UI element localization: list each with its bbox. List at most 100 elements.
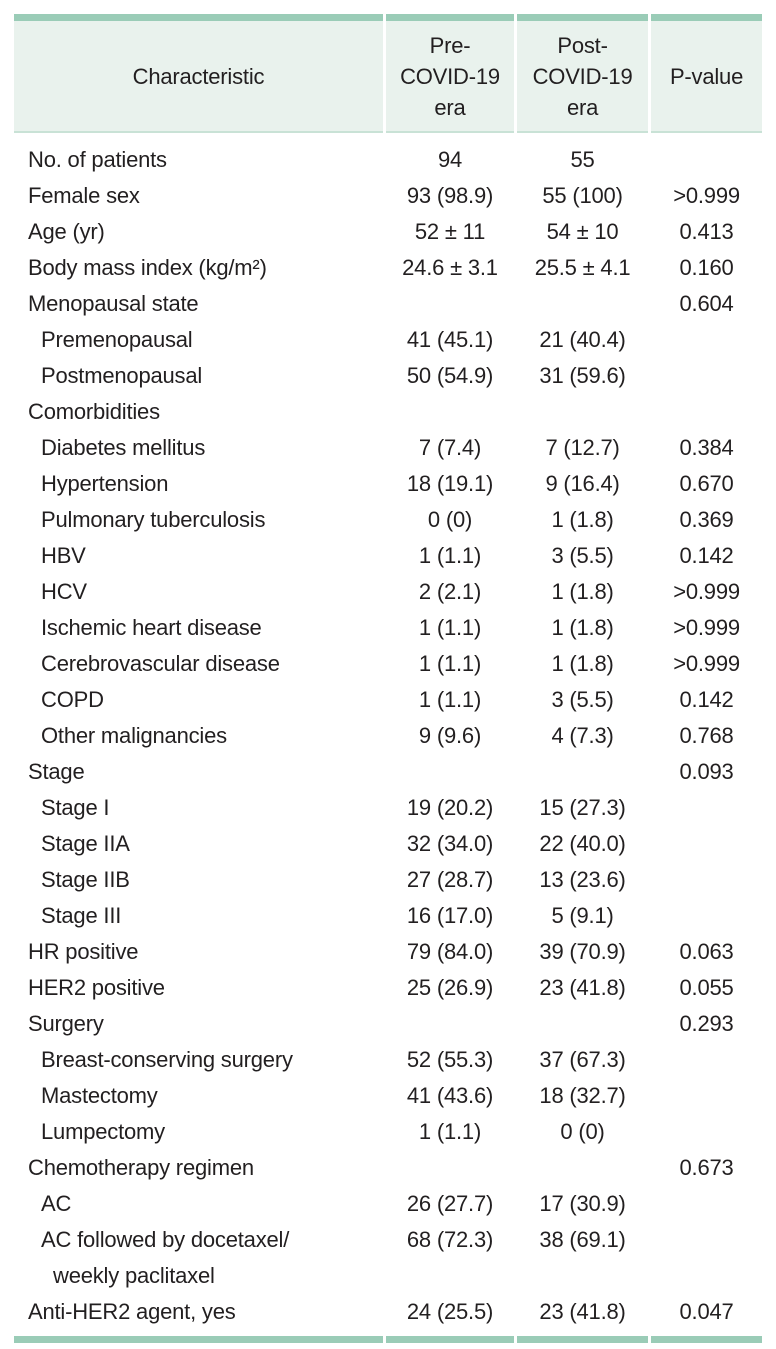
p-value-cell bbox=[651, 1186, 762, 1222]
table-row: COPD 1 (1.1) 3 (5.5) 0.142 bbox=[14, 682, 762, 718]
table-row: Stage III 16 (17.0) 5 (9.1) bbox=[14, 898, 762, 934]
col-header-pre-covid-era: Pre- COVID-19 era bbox=[385, 14, 515, 133]
table-row: Stage 0.093 bbox=[14, 754, 762, 790]
row-label-cell: Comorbidities bbox=[14, 394, 383, 430]
p-value-cell: 0.384 bbox=[679, 435, 734, 460]
p-value-cell bbox=[651, 322, 762, 358]
p-value-cell bbox=[651, 394, 762, 430]
post-covid-value-cell bbox=[517, 394, 648, 430]
pre-covid-value-cell: 24.6 ± 3.1 bbox=[402, 255, 498, 280]
pre-covid-value-cell: 0 (0) bbox=[427, 507, 473, 532]
col-header-post-covid-era: Post- COVID-19 era bbox=[517, 14, 649, 133]
row-label: Anti-HER2 agent, yes bbox=[28, 1299, 236, 1324]
post-covid-value-cell: 31 (59.6) bbox=[539, 363, 626, 388]
row-label-cell: No. of patients bbox=[14, 133, 383, 178]
row-label: Comorbidities bbox=[28, 399, 160, 424]
table-row: Cerebrovascular disease 1 (1.1) 1 (1.8) >0.… bbox=[14, 646, 762, 682]
table-row: Stage IIB 27 (28.7) 13 (23.6) bbox=[14, 862, 762, 898]
p-value-cell bbox=[651, 1078, 762, 1114]
row-label: Stage III bbox=[41, 903, 122, 928]
post-covid-value-cell: 23 (41.8) bbox=[517, 1294, 649, 1343]
table-row: Anti-HER2 agent, yes 24 (25.5) 23 (41.8) 0.… bbox=[14, 1294, 762, 1343]
pre-covid-value-cell: 52 (55.3) bbox=[406, 1047, 494, 1072]
p-value-cell: >0.999 bbox=[673, 651, 740, 676]
post-covid-value-cell bbox=[517, 286, 648, 322]
row-label-cell: Diabetes mellitus bbox=[14, 430, 383, 466]
p-value-cell: >0.999 bbox=[673, 183, 740, 208]
p-value-cell bbox=[651, 862, 762, 898]
col-header-p-value: P-value bbox=[651, 14, 762, 133]
row-label: Stage IIB bbox=[41, 867, 130, 892]
pre-covid-value-cell: 2 (2.1) bbox=[418, 579, 482, 604]
row-label: Mastectomy bbox=[41, 1083, 158, 1108]
pre-covid-value-cell: 41 (45.1) bbox=[406, 327, 494, 352]
row-label-cell: Anti-HER2 agent, yes bbox=[14, 1294, 383, 1343]
post-covid-value-cell: 21 (40.4) bbox=[539, 327, 626, 352]
row-label: HR positive bbox=[28, 939, 139, 964]
table-row: Hypertension 18 (19.1) 9 (16.4) 0.670 bbox=[14, 466, 762, 502]
pre-covid-value-cell: 25 (26.9) bbox=[406, 975, 494, 1000]
row-label: No. of patients bbox=[28, 147, 167, 172]
p-value-cell: 0.670 bbox=[679, 471, 734, 496]
pre-covid-value-cell: 1 (1.1) bbox=[418, 615, 482, 640]
table-row: Surgery 0.293 bbox=[14, 1006, 762, 1042]
table-row: HBV 1 (1.1) 3 (5.5) 0.142 bbox=[14, 538, 762, 574]
post-covid-value-cell: 17 (30.9) bbox=[539, 1191, 626, 1216]
col-header-characteristic: Characteristic bbox=[14, 14, 383, 133]
table-row: Mastectomy 41 (43.6) 18 (32.7) bbox=[14, 1078, 762, 1114]
row-label-cell: Stage bbox=[14, 754, 383, 790]
row-label-cell: Hypertension bbox=[14, 466, 383, 502]
row-label: Postmenopausal bbox=[41, 363, 203, 388]
post-covid-value-cell: 55 bbox=[570, 147, 595, 172]
row-label: Stage I bbox=[41, 795, 110, 820]
p-value-cell bbox=[651, 358, 762, 394]
post-covid-value-cell bbox=[517, 754, 648, 790]
pre-covid-value-cell: 1 (1.1) bbox=[418, 687, 482, 712]
pre-covid-value-cell bbox=[386, 1150, 514, 1186]
row-label: COPD bbox=[41, 687, 104, 712]
row-label: Breast-conserving surgery bbox=[41, 1047, 293, 1072]
post-covid-value-cell: 18 (32.7) bbox=[539, 1083, 626, 1108]
p-value-cell: 0.413 bbox=[679, 219, 734, 244]
p-value-cell: 0.142 bbox=[679, 687, 734, 712]
row-label-cell: Body mass index (kg/m²) bbox=[14, 250, 383, 286]
table-row: Lumpectomy 1 (1.1) 0 (0) bbox=[14, 1114, 762, 1150]
post-covid-value-cell: 39 (70.9) bbox=[539, 939, 626, 964]
p-value-cell: 0.055 bbox=[679, 975, 734, 1000]
row-label-cell: Other malignancies bbox=[14, 718, 383, 754]
row-label: HER2 positive bbox=[28, 975, 165, 1000]
table-row: Stage I 19 (20.2) 15 (27.3) bbox=[14, 790, 762, 826]
p-value-cell: 0.768 bbox=[679, 723, 734, 748]
post-covid-value-cell: 13 (23.6) bbox=[539, 867, 626, 892]
row-label-cell: Age (yr) bbox=[14, 214, 383, 250]
table-body: No. of patients 94 55 Female sex 93 (98.9) 55… bbox=[14, 133, 762, 1343]
pre-covid-value-cell: 26 (27.7) bbox=[406, 1191, 494, 1216]
post-covid-value-cell: 9 (16.4) bbox=[545, 471, 620, 496]
p-value-cell: 0.093 bbox=[679, 759, 734, 784]
pre-covid-value-cell: 50 (54.9) bbox=[406, 363, 494, 388]
p-value-cell: 0.369 bbox=[679, 507, 734, 532]
row-label: Age (yr) bbox=[28, 219, 105, 244]
table-row: Stage IIA 32 (34.0) 22 (40.0) bbox=[14, 826, 762, 862]
row-label-cell: COPD bbox=[14, 682, 383, 718]
row-label-cell: Stage I bbox=[14, 790, 383, 826]
post-covid-value-cell: 25.5 ± 4.1 bbox=[534, 255, 631, 280]
p-value-cell bbox=[651, 898, 762, 934]
pre-covid-value-cell: 27 (28.7) bbox=[406, 867, 494, 892]
post-covid-value-cell: 3 (5.5) bbox=[551, 687, 614, 712]
row-label: Stage IIA bbox=[41, 831, 130, 856]
table-row: HR positive 79 (84.0) 39 (70.9) 0.063 bbox=[14, 934, 762, 970]
table-row: Comorbidities bbox=[14, 394, 762, 430]
header-row: Characteristic Pre- COVID-19 era Post- C… bbox=[14, 14, 762, 133]
pre-covid-value-cell: 1 (1.1) bbox=[418, 1119, 482, 1144]
table-row: Menopausal state 0.604 bbox=[14, 286, 762, 322]
row-label: AC followed by docetaxel/ bbox=[41, 1227, 290, 1252]
row-label-cell: Breast-conserving surgery bbox=[14, 1042, 383, 1078]
pre-covid-value-cell: 94 bbox=[437, 147, 463, 172]
post-covid-value-cell: 1 (1.8) bbox=[551, 579, 614, 604]
row-label-cell: AC bbox=[14, 1186, 383, 1222]
table-row: Female sex 93 (98.9) 55 (100) >0.999 bbox=[14, 178, 762, 214]
row-label-cell: Pulmonary tuberculosis bbox=[14, 502, 383, 538]
row-label: Female sex bbox=[28, 183, 140, 208]
